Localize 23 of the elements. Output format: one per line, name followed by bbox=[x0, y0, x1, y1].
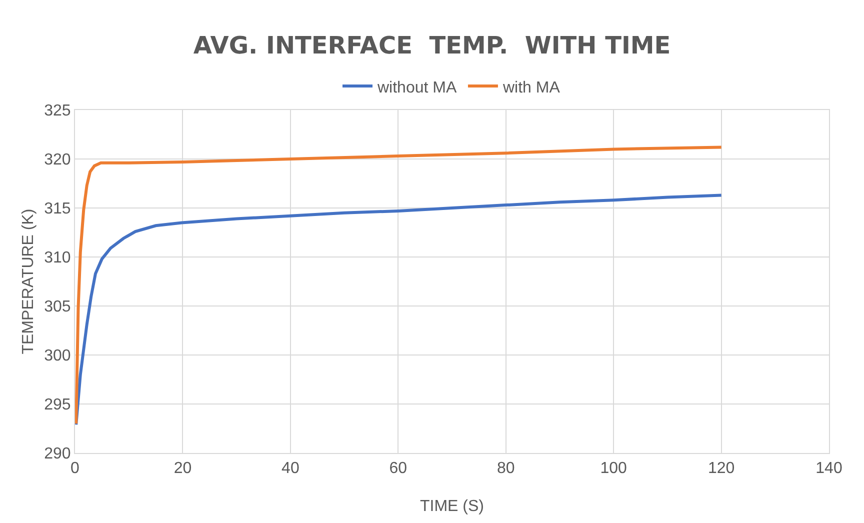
y-tick-label: 295 bbox=[44, 396, 71, 414]
y-tick-label: 320 bbox=[44, 152, 71, 169]
y-tick-label: 325 bbox=[44, 102, 71, 120]
x-tick-label: 120 bbox=[708, 460, 735, 478]
chart-title: AVG. INTERFACE TEMP. WITH TIME bbox=[193, 31, 671, 60]
x-tick-label: 40 bbox=[282, 460, 300, 478]
y-axis-title: TEMPERATURE (K) bbox=[20, 208, 37, 354]
x-axis-title: TIME (S) bbox=[420, 498, 484, 515]
line-series bbox=[75, 146, 723, 426]
x-tick-label: 20 bbox=[174, 460, 192, 478]
legend-label: without MA bbox=[376, 79, 457, 96]
line-series bbox=[75, 194, 723, 426]
y-tick-label: 315 bbox=[44, 200, 71, 218]
y-tick-label: 305 bbox=[44, 298, 71, 316]
legend-label: with MA bbox=[502, 79, 560, 96]
x-tick-label: 60 bbox=[389, 460, 408, 478]
x-tick-label: 100 bbox=[600, 460, 628, 478]
x-tick-label: 80 bbox=[496, 460, 515, 478]
y-tick-label: 290 bbox=[44, 446, 71, 463]
x-tick-label: 140 bbox=[816, 460, 842, 478]
x-tick-label: 0 bbox=[70, 460, 80, 478]
y-tick-label: 310 bbox=[44, 250, 71, 267]
y-tick-label: 300 bbox=[44, 348, 71, 365]
